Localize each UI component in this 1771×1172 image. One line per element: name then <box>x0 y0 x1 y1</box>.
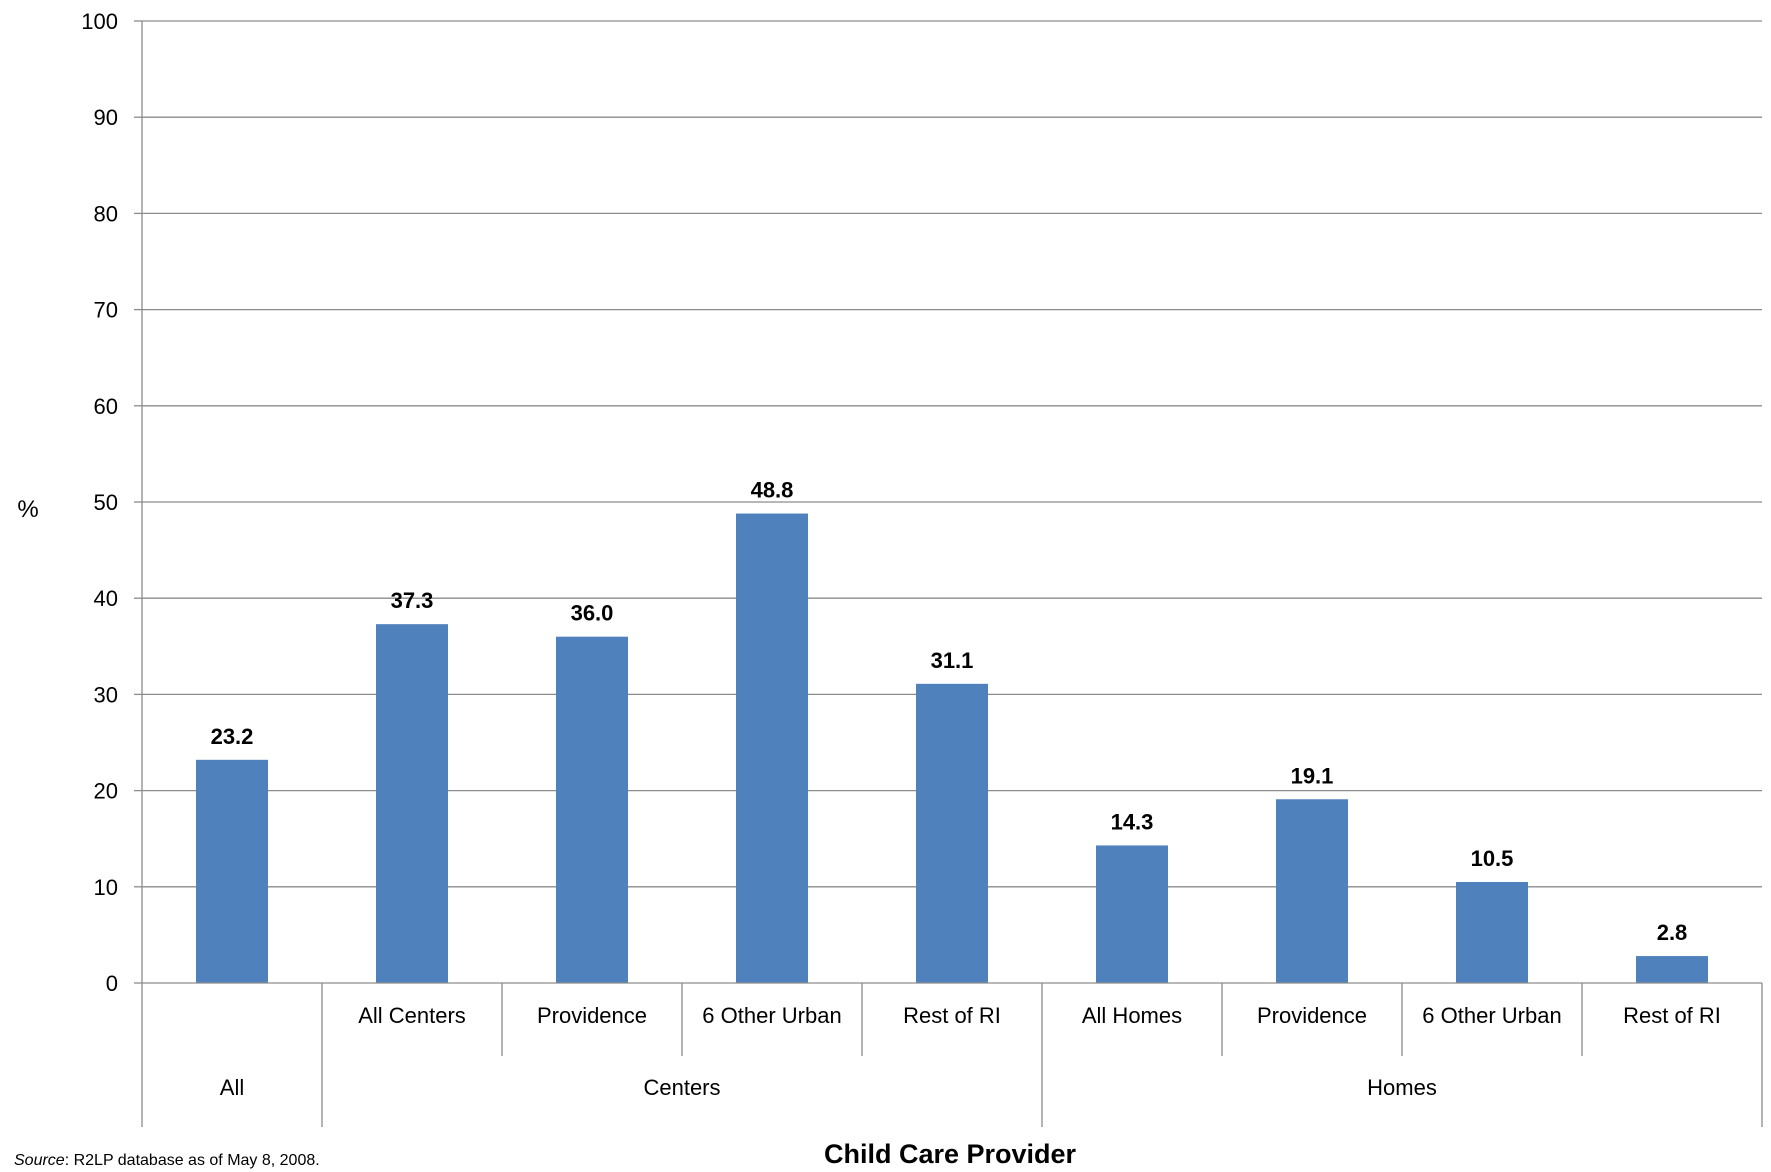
category-label: Rest of RI <box>1623 1003 1721 1028</box>
category-label: 6 Other Urban <box>1422 1003 1561 1028</box>
y-tick-label: 50 <box>94 490 118 515</box>
x-axis: All Centers Providence 6 Other Urban Rest o… <box>141 982 1763 1127</box>
y-tick-label: 30 <box>94 682 118 707</box>
y-tick-label: 60 <box>94 394 118 419</box>
bar <box>916 683 988 983</box>
bar <box>196 759 268 983</box>
x-axis-title: Child Care Provider <box>824 1139 1077 1169</box>
data-label: 2.8 <box>1657 920 1688 945</box>
data-label: 48.8 <box>751 478 794 503</box>
y-tick-label: 90 <box>94 105 118 130</box>
y-tick-label: 80 <box>94 201 118 226</box>
y-tick-label: 0 <box>106 971 118 996</box>
data-label: 31.1 <box>931 648 974 673</box>
bars: 23.2 37.3 36.0 48.8 31.1 14.3 19.1 10.5 2.8 <box>196 478 1708 983</box>
data-label: 23.2 <box>211 724 254 749</box>
data-label: 37.3 <box>391 588 434 613</box>
source-note: Source: R2LP database as of May 8, 2008. <box>14 1152 320 1170</box>
source-prefix: Source <box>14 1152 65 1169</box>
group-label: All <box>220 1075 244 1100</box>
data-label: 36.0 <box>571 601 614 626</box>
group-label: Centers <box>643 1075 720 1100</box>
source-text: : R2LP database as of May 8, 2008. <box>64 1152 320 1169</box>
group-label: Homes <box>1367 1075 1437 1100</box>
y-tick-label: 10 <box>94 875 118 900</box>
category-label: All Centers <box>358 1003 466 1028</box>
data-label: 10.5 <box>1471 846 1514 871</box>
y-tick-label: 40 <box>94 586 118 611</box>
y-tick-label: 70 <box>94 298 118 323</box>
y-tick-label: 20 <box>94 779 118 804</box>
y-tick-label: 100 <box>81 9 118 34</box>
bar <box>1276 799 1348 983</box>
bar <box>1096 845 1168 983</box>
bar <box>556 636 628 983</box>
bar <box>376 624 448 983</box>
bar <box>736 513 808 983</box>
bar <box>1456 881 1528 983</box>
bar <box>1636 956 1708 983</box>
y-axis: 0 10 20 30 40 50 60 70 80 90 100 <box>81 9 143 996</box>
data-label: 19.1 <box>1291 763 1334 788</box>
category-label: Providence <box>1257 1003 1367 1028</box>
category-label: All Homes <box>1082 1003 1182 1028</box>
category-label: 6 Other Urban <box>702 1003 841 1028</box>
category-label: Providence <box>537 1003 647 1028</box>
data-label: 14.3 <box>1111 809 1154 834</box>
category-label: Rest of RI <box>903 1003 1001 1028</box>
y-axis-title: % <box>17 496 38 523</box>
